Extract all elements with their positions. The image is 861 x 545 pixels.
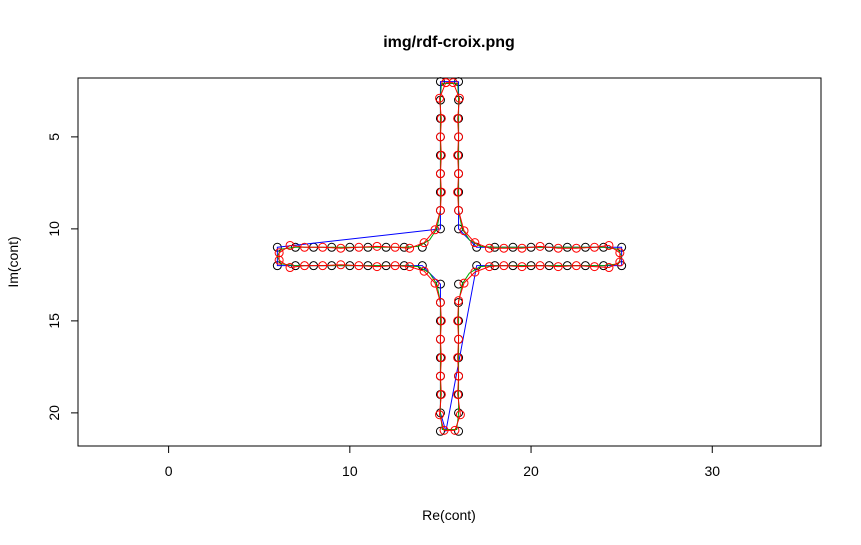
- data-point: [435, 334, 445, 344]
- series-1: [276, 81, 623, 432]
- data-point: [553, 243, 563, 253]
- x-tick-label: 30: [704, 463, 720, 479]
- data-point: [535, 261, 545, 271]
- data-point: [454, 169, 464, 179]
- data-point: [436, 353, 446, 363]
- data-point: [300, 242, 310, 252]
- data-point: [336, 260, 346, 270]
- data-point: [484, 262, 494, 272]
- data-point: [436, 150, 446, 160]
- data-point: [435, 205, 445, 215]
- data-point: [318, 242, 328, 252]
- data-point: [571, 261, 581, 271]
- x-axis-label: Re(cont): [422, 507, 476, 523]
- data-point: [454, 296, 464, 306]
- data-point: [405, 262, 415, 272]
- data-point: [604, 263, 614, 273]
- data-point: [450, 425, 460, 435]
- data-point: [419, 238, 429, 248]
- data-point: [372, 241, 382, 251]
- data-point: [448, 78, 458, 88]
- data-point: [453, 150, 463, 160]
- chart-title: img/rdf-croix.png: [383, 34, 515, 51]
- data-point: [454, 426, 464, 436]
- data-point: [454, 132, 464, 142]
- data-point: [435, 426, 445, 436]
- data-point: [459, 226, 469, 236]
- data-point: [454, 334, 464, 344]
- data-point: [484, 243, 494, 253]
- data-point: [435, 169, 445, 179]
- data-point: [615, 248, 625, 258]
- y-tick-label: 10: [46, 221, 62, 237]
- data-point: [459, 278, 469, 288]
- data-point: [439, 425, 449, 435]
- data-point: [435, 132, 445, 142]
- data-point: [589, 242, 599, 252]
- data-point: [372, 262, 382, 272]
- data-point: [390, 261, 400, 271]
- data-point: [589, 262, 599, 272]
- data-point: [517, 262, 527, 272]
- data-point: [336, 243, 346, 253]
- data-point: [435, 297, 445, 307]
- data-point: [390, 242, 400, 252]
- x-tick-label: 20: [523, 463, 539, 479]
- series-line: [276, 81, 623, 432]
- data-point: [615, 257, 625, 267]
- data-point: [405, 243, 415, 253]
- data-point: [441, 78, 451, 88]
- data-point: [430, 225, 440, 235]
- data-point: [517, 243, 527, 253]
- y-tick-label: 15: [46, 313, 62, 329]
- data-point: [436, 389, 446, 399]
- data-point: [285, 263, 295, 273]
- data-point: [455, 410, 465, 420]
- data-point: [571, 243, 581, 253]
- data-point: [604, 240, 614, 250]
- data-point: [470, 238, 480, 248]
- data-point: [318, 261, 328, 271]
- data-point: [435, 410, 445, 420]
- data-point: [553, 262, 563, 272]
- data-point: [453, 389, 463, 399]
- data-point: [285, 240, 295, 250]
- data-point: [453, 187, 463, 197]
- data-point: [453, 353, 463, 363]
- data-point: [454, 371, 464, 381]
- x-axis: 0 10 20 30: [165, 445, 720, 479]
- data-point: [300, 261, 310, 271]
- data-point: [499, 261, 509, 271]
- data-point: [274, 255, 284, 265]
- data-point: [499, 243, 509, 253]
- series-3: [274, 78, 625, 435]
- series-layer: [272, 77, 627, 436]
- data-point: [419, 266, 429, 276]
- y-axis: 5 10 15 20: [46, 133, 79, 421]
- y-tick-label: 5: [46, 133, 62, 141]
- data-point: [435, 93, 445, 103]
- data-point: [354, 261, 364, 271]
- data-point: [436, 113, 446, 123]
- data-point: [436, 316, 446, 326]
- data-point: [430, 278, 440, 288]
- data-point: [453, 316, 463, 326]
- data-point: [470, 267, 480, 277]
- y-axis-label: Im(cont): [5, 236, 21, 287]
- data-point: [435, 371, 445, 381]
- series-line: [278, 82, 621, 431]
- data-point: [354, 242, 364, 252]
- y-tick-label: 20: [46, 405, 62, 421]
- data-point: [453, 113, 463, 123]
- data-point: [454, 205, 464, 215]
- x-tick-label: 10: [342, 463, 358, 479]
- data-point: [436, 187, 446, 197]
- data-point: [274, 248, 284, 258]
- x-tick-label: 0: [165, 463, 173, 479]
- data-point: [454, 93, 464, 103]
- data-point: [535, 241, 545, 251]
